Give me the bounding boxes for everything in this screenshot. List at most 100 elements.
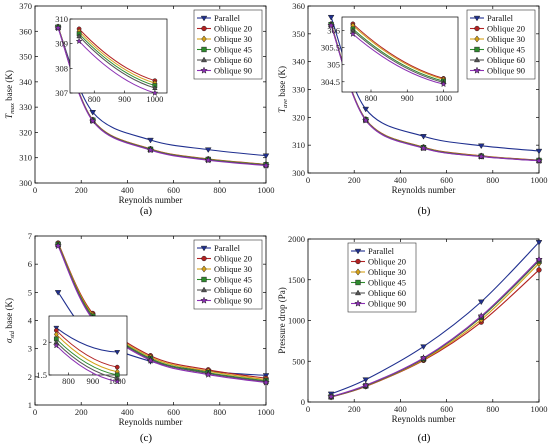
legend-entry: Oblique 60 xyxy=(214,285,252,295)
legend-marker xyxy=(200,286,208,293)
inset-y-tick-label: 304.5 xyxy=(321,77,340,87)
inset-y-tick-label: 305.5 xyxy=(321,43,340,53)
data-point xyxy=(361,116,370,124)
legend-marker xyxy=(354,299,362,307)
y-tick-label: 300 xyxy=(292,168,305,178)
data-point xyxy=(54,290,62,296)
x-tick-label: 400 xyxy=(121,407,134,417)
y-tick-label: 1 xyxy=(28,400,32,410)
data-point xyxy=(362,377,370,383)
legend-entry: Oblique 60 xyxy=(487,55,525,65)
x-tick-label: 400 xyxy=(394,404,407,414)
data-point xyxy=(54,23,62,32)
inset-series-oblique-60 xyxy=(53,339,120,381)
inset-data-point xyxy=(113,377,121,385)
inset-y-tick-label: 307 xyxy=(55,88,68,98)
x-tick-label: 800 xyxy=(486,175,499,185)
legend-marker xyxy=(201,46,207,53)
legend-marker xyxy=(355,258,361,265)
inset-y-tick-label: 308 xyxy=(55,63,68,73)
x-tick-label: 200 xyxy=(75,407,88,417)
x-tick-label: 0 xyxy=(33,407,37,417)
inset-data-point xyxy=(349,30,357,37)
data-point xyxy=(361,381,370,389)
legend-entry: Oblique 90 xyxy=(214,296,252,306)
y-tick-label: 5 xyxy=(28,287,32,297)
legend-marker xyxy=(200,56,208,63)
legend-box xyxy=(193,9,263,80)
inset-series-line xyxy=(55,334,118,373)
x-axis-label: Reynolds number xyxy=(119,417,183,427)
series-oblique-90 xyxy=(54,241,270,386)
panel-label: (c) xyxy=(140,432,153,444)
data-point xyxy=(535,240,543,246)
inset-data-point xyxy=(114,350,121,356)
y-axis-label-rest: base (K) xyxy=(4,298,14,331)
y-axis-label-rest: base (K) xyxy=(4,70,14,103)
y-tick-label: 320 xyxy=(19,127,32,137)
legend-entry: Oblique 90 xyxy=(368,299,406,309)
y-axis-label-sub: max xyxy=(9,103,16,114)
y-tick-label: 320 xyxy=(292,112,305,122)
inset-series-line xyxy=(56,327,118,353)
inset-data-point xyxy=(52,341,60,349)
data-point xyxy=(327,14,335,21)
data-point xyxy=(146,356,155,364)
y-tick-label: 4 xyxy=(28,316,33,326)
y-tick-label: 300 xyxy=(19,178,32,188)
inset-series-line xyxy=(78,35,156,89)
inset-series-line xyxy=(78,40,156,94)
legend-marker xyxy=(201,25,207,32)
legend-entry: Parallel xyxy=(487,13,514,23)
inset-series-oblique-20 xyxy=(53,328,120,370)
legend-entry: Oblique 45 xyxy=(214,275,252,285)
y-tick-label: 330 xyxy=(292,85,305,95)
inset-series-line xyxy=(352,28,444,82)
data-point xyxy=(88,116,97,125)
legend-entry: Oblique 45 xyxy=(487,45,525,55)
legend-entry: Oblique 90 xyxy=(214,66,252,76)
data-point xyxy=(536,267,542,273)
legend-entry: Oblique 30 xyxy=(214,34,252,44)
inset-x-tick-label: 800 xyxy=(62,376,75,386)
y-axis-label-main: σ xyxy=(4,338,14,343)
x-tick-label: 600 xyxy=(440,404,453,414)
data-point xyxy=(362,106,370,113)
data-point xyxy=(477,143,485,150)
chart-panel-a: 0 200 400 600 800 1000 300 310 320 330 340 350 360 37… xyxy=(4,1,275,217)
panel-label: (a) xyxy=(140,205,153,217)
legend-entry: Parallel xyxy=(214,243,241,253)
y-axis-label-main: Pressure drop (Pa) xyxy=(277,287,287,354)
inset-series-line xyxy=(55,341,118,379)
x-tick-label: 0 xyxy=(306,175,310,185)
legend-marker xyxy=(201,35,207,43)
y-axis-label-main: T xyxy=(4,113,14,119)
inset-y-tick-label: 309 xyxy=(55,39,68,49)
legend-marker xyxy=(473,66,481,74)
data-point xyxy=(477,311,486,320)
data-point xyxy=(146,146,155,154)
inset-area xyxy=(69,18,168,94)
chart-panel-c: 0 200 400 600 800 1000 1 2 3 4 5 6 7 Reynolds number σ… xyxy=(4,231,275,444)
legend-marker xyxy=(354,248,362,255)
x-axis-label: Reynolds number xyxy=(392,185,456,195)
legend-marker xyxy=(200,296,208,304)
y-axis-label: Pressure drop (Pa) xyxy=(277,287,287,354)
x-tick-label: 1000 xyxy=(258,185,275,195)
y-tick-label: 340 xyxy=(19,77,32,87)
inset-series-oblique-90 xyxy=(52,341,121,385)
inset-series-oblique-90 xyxy=(75,37,159,96)
legend-marker xyxy=(201,255,207,262)
x-axis-label: Reynolds number xyxy=(392,414,456,424)
inset-series-line xyxy=(55,345,118,383)
y-axis-label: Tmax base (K) xyxy=(4,70,16,119)
data-point xyxy=(419,353,428,362)
data-point xyxy=(420,134,427,140)
data-point xyxy=(89,110,97,116)
y-axis-label-sub: ave xyxy=(282,99,289,108)
